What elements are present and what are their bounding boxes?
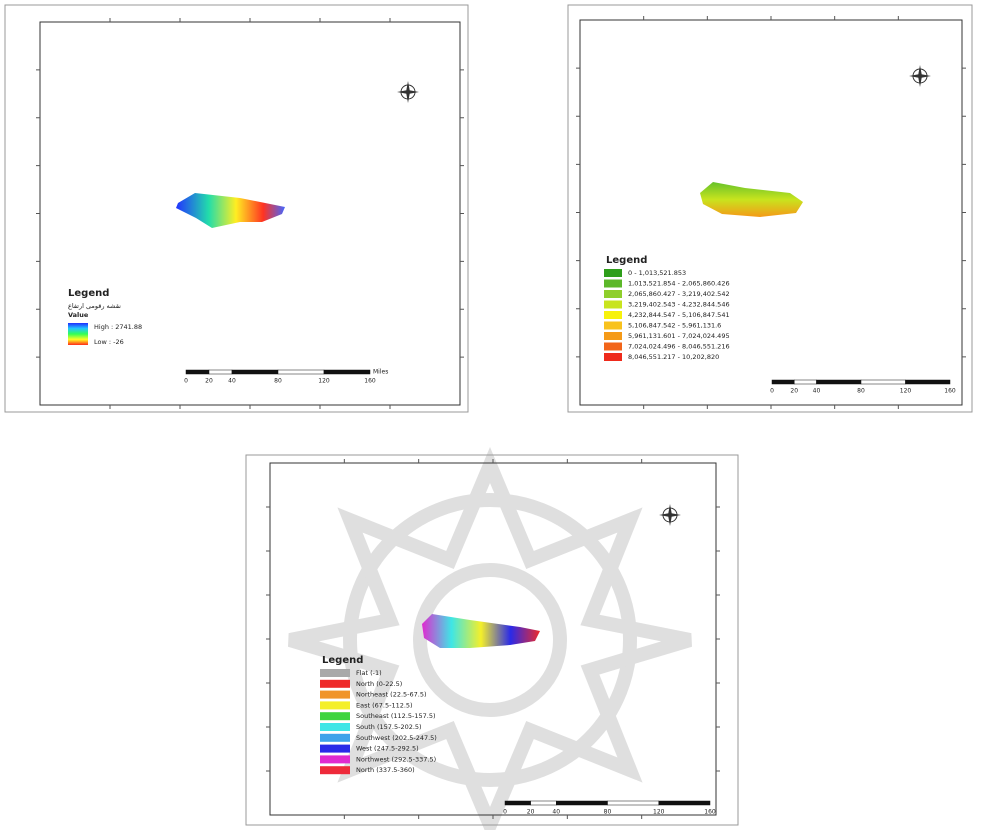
scale-label: 0 [770, 388, 774, 395]
legend-swatch [604, 269, 622, 277]
legend-label: Southeast (112.5-157.5) [356, 712, 436, 720]
legend-title: Legend [606, 255, 647, 266]
scale-label: 120 [900, 388, 912, 395]
study-area [422, 614, 540, 648]
legend-swatch [604, 311, 622, 319]
scale-label: 0 [184, 378, 188, 385]
legend-title: Legend [68, 288, 109, 299]
legend-label: High : 2741.88 [94, 323, 142, 331]
scale-bar-segment [659, 801, 710, 805]
legend-heading: Value [68, 311, 89, 319]
north-arrow [659, 504, 681, 526]
scale-bar-segment [324, 370, 370, 374]
legend-swatch [320, 701, 350, 709]
scale-label: 40 [552, 809, 560, 816]
scale-label: 160 [704, 809, 716, 816]
legend-label: West (247.5-292.5) [356, 745, 419, 753]
legend-swatch [604, 343, 622, 351]
scale-unit: Miles [373, 369, 388, 376]
scale-bar-segment [906, 380, 951, 384]
legend-swatch [604, 332, 622, 340]
legend-label: Northeast (22.5-67.5) [356, 691, 427, 699]
scale-bar-segment [794, 380, 816, 384]
legend-label: Low : -26 [94, 338, 124, 346]
scale-label: 80 [857, 388, 865, 395]
scale-label: 120 [318, 378, 330, 385]
legend-label: 3,219,402.543 - 4,232,844.546 [628, 301, 730, 309]
scale-label: 20 [205, 378, 213, 385]
legend-ramp [68, 323, 88, 345]
scale-label: 40 [813, 388, 821, 395]
study-area [700, 182, 803, 217]
legend-swatch [604, 301, 622, 309]
legend-swatch [604, 322, 622, 330]
page: {"maps":[ {"legend_title":"Legend","lege… [0, 0, 993, 834]
scale-bar-segment [608, 801, 659, 805]
legend-label: 8,046,551.217 - 10,202,820 [628, 353, 719, 361]
legend-label: Flat (-1) [356, 669, 382, 677]
legend-swatch [320, 723, 350, 731]
legend-label: North (0-22.5) [356, 680, 402, 688]
scale-bar-segment [817, 380, 862, 384]
legend-swatch [320, 712, 350, 720]
scale-label: 160 [364, 378, 376, 385]
legend-label: 0 - 1,013,521.853 [628, 269, 686, 277]
legend-swatch [320, 745, 350, 753]
north-arrow [909, 65, 931, 87]
figure: Legend نقشه رقومی ارتفاعValue High : 2741.… [0, 0, 993, 830]
legend-label: 5,106,847.542 - 5,961,131.6 [628, 322, 721, 330]
legend-label: South (157.5-202.5) [356, 723, 422, 731]
scale-bar-segment [505, 801, 531, 805]
legend-swatch [320, 691, 350, 699]
legend-title: Legend [322, 655, 363, 666]
scale-bar-segment [209, 370, 232, 374]
legend-label: 2,065,860.427 - 3,219,402.542 [628, 290, 730, 298]
legend-label: North (337.5-360) [356, 766, 415, 774]
legend-swatch [320, 766, 350, 774]
scale-label: 160 [944, 388, 956, 395]
scale-label: 80 [604, 809, 612, 816]
scale-bar-segment [772, 380, 794, 384]
legend-label: Northwest (292.5-337.5) [356, 755, 436, 763]
legend-label: 4,232,844.547 - 5,106,847.541 [628, 311, 730, 319]
scale-label: 0 [503, 809, 507, 816]
scale-label: 120 [653, 809, 665, 816]
legend-label: East (67.5-112.5) [356, 701, 413, 709]
legend-swatch [320, 734, 350, 742]
scale-label: 20 [527, 809, 535, 816]
scale-bar-segment [531, 801, 557, 805]
scale-bar-segment [186, 370, 209, 374]
legend-swatch [604, 280, 622, 288]
north-arrow [397, 81, 419, 103]
study-area [176, 193, 285, 228]
legend-swatch [320, 680, 350, 688]
scale-bar-segment [556, 801, 607, 805]
scale-bar-segment [861, 380, 906, 384]
scale-bar-segment [278, 370, 324, 374]
legend-swatch [604, 353, 622, 361]
scale-label: 20 [790, 388, 798, 395]
legend-swatch [320, 669, 350, 677]
scale-label: 40 [228, 378, 236, 385]
scale-label: 80 [274, 378, 282, 385]
legend-label: 1,013,521.854 - 2,065,860.426 [628, 280, 730, 288]
legend-swatch [604, 290, 622, 298]
scale-bar-segment [232, 370, 278, 374]
legend-label: Southwest (202.5-247.5) [356, 734, 437, 742]
legend-label: 7,024,024.496 - 8,046,551.216 [628, 343, 730, 351]
legend-subtitle: نقشه رقومی ارتفاع [68, 302, 121, 310]
legend-swatch [320, 755, 350, 763]
legend-label: 5,961,131.601 - 7,024,024.495 [628, 332, 730, 340]
